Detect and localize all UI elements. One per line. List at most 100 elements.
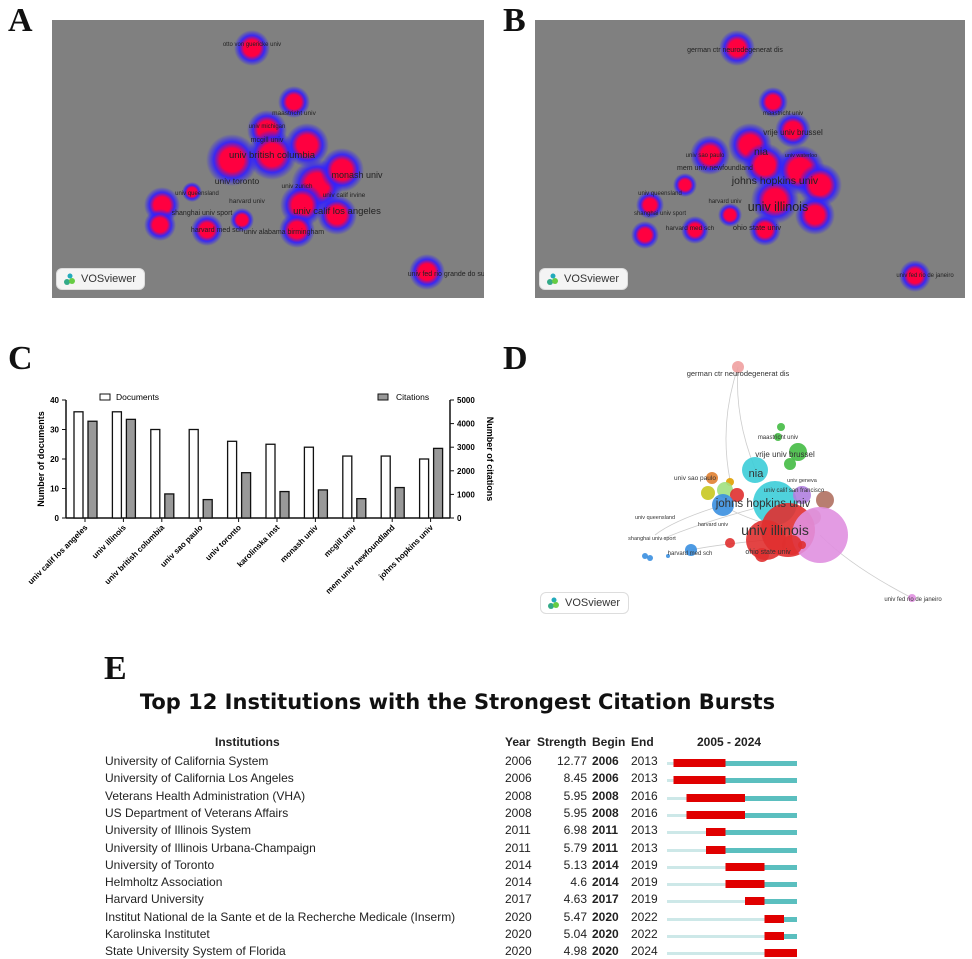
network-node	[784, 458, 796, 470]
density-blob	[673, 173, 697, 197]
density-blob	[191, 214, 223, 246]
burst-segment	[725, 862, 765, 871]
burst-segment	[764, 932, 784, 940]
begin-cell: 2014	[592, 875, 619, 890]
y-tick-label: 0	[55, 514, 60, 523]
citations-bar	[87, 420, 98, 519]
node-label: univ illinois	[748, 200, 808, 214]
citations-bar	[394, 486, 405, 519]
table-row: University of Illinois Urbana-Champaign 2…	[105, 841, 805, 858]
network-node	[755, 548, 769, 562]
year-cell: 2006	[505, 754, 532, 768]
inactive-segment	[667, 900, 745, 904]
network-node	[666, 554, 670, 558]
institution-name: University of Illinois System	[105, 823, 252, 838]
network-node	[642, 553, 648, 559]
year-cell: 2017	[505, 892, 532, 907]
citations-bar	[202, 498, 213, 519]
inactive-segment	[667, 831, 706, 835]
burst-timeline	[667, 880, 797, 889]
institution-name: Harvard University	[105, 892, 204, 907]
density-map-a: otto von guericke univ maastricht univ uni…	[52, 20, 487, 298]
node-label: univ fed rio de janeiro	[896, 273, 954, 279]
year-cell: 2020	[505, 927, 532, 941]
node-label: harvard univ	[229, 198, 266, 205]
active-segment	[706, 830, 797, 836]
burst-segment	[706, 845, 726, 854]
density-blob	[758, 87, 788, 117]
network-node	[908, 594, 916, 602]
density-blob	[247, 130, 297, 180]
node-label: univ fed rio de janeiro	[884, 597, 942, 603]
node-label: univ fed rio grande do sul	[408, 271, 484, 278]
begin-cell: 2020	[592, 909, 619, 924]
legend-documents-swatch	[99, 393, 111, 401]
begin-cell: 2011	[592, 823, 619, 838]
node-label: vrije univ brussel	[755, 450, 815, 459]
density-blob	[144, 209, 176, 241]
panel-label-e: E	[104, 650, 127, 687]
node-label: univ toronto	[215, 176, 260, 186]
network-node	[701, 486, 715, 500]
institution-name: University of California Los Angeles	[105, 771, 294, 786]
vosviewer-logo-icon	[548, 597, 559, 609]
end-cell: 2016	[631, 788, 658, 803]
network-node	[774, 433, 782, 441]
node-label: univ queensland	[635, 515, 675, 521]
inactive-segment	[667, 848, 706, 852]
panel-label-c: C	[8, 340, 33, 377]
density-map-b-canvas: german ctr neurodegenerat dis maastricht …	[631, 30, 954, 292]
inactive-segment	[667, 917, 765, 921]
density-blob	[230, 208, 254, 232]
inactive-segment	[667, 935, 765, 938]
end-cell: 2019	[631, 892, 658, 907]
begin-cell: 2017	[592, 892, 619, 907]
x-tick-label: mcgill univ	[322, 523, 358, 559]
begin-cell: 2020	[592, 927, 619, 941]
burst-segment	[686, 793, 745, 802]
x-tick-label: univ illinois	[90, 523, 128, 561]
documents-bar	[265, 443, 276, 519]
network-node	[798, 541, 806, 549]
table-row: Institut National de la Sante et de la R…	[105, 910, 805, 927]
network-node	[746, 520, 786, 560]
institution-name: University of Illinois Urbana-Champaign	[105, 840, 316, 855]
institution-name: US Department of Veterans Affairs	[105, 805, 289, 820]
network-node	[706, 472, 718, 484]
network-node	[730, 488, 744, 502]
citations-bar	[279, 490, 290, 519]
density-blob	[206, 134, 258, 186]
burst-segment	[764, 914, 784, 923]
network-node	[732, 361, 744, 373]
node-label: univ sao paulo	[686, 153, 725, 159]
header-end: End	[631, 735, 654, 749]
legend-citations-label: Citations	[396, 392, 429, 402]
node-label: univ queensland	[175, 191, 219, 197]
inactive-segment	[667, 762, 674, 765]
network-node	[712, 494, 734, 516]
begin-cell: 2006	[592, 754, 619, 768]
year-cell: 2011	[505, 823, 531, 838]
inactive-segment	[667, 813, 687, 817]
citations-bar	[125, 418, 137, 519]
density-map-b: german ctr neurodegenerat dis maastricht …	[535, 20, 965, 298]
node-label: shanghai univ sport	[172, 210, 233, 217]
documents-bar	[150, 428, 161, 519]
year-cell: 2020	[505, 944, 532, 959]
citations-bar	[356, 497, 367, 519]
header-range: 2005 - 2024	[697, 735, 762, 749]
burst-segment	[725, 880, 765, 889]
node-label: harvard med sch	[668, 551, 713, 557]
strength-cell: 5.13	[563, 857, 587, 872]
institution-name: Karolinska Institutet	[105, 927, 210, 941]
network-node	[789, 443, 807, 461]
begin-cell: 2014	[592, 857, 619, 872]
network-node	[717, 482, 733, 498]
node-label: univ calif los angeles	[293, 206, 381, 217]
node-label: mem univ newfoundland	[677, 165, 753, 172]
table-row: University of Toronto 2014 5.13 2014 2019	[105, 858, 805, 875]
burst-timeline	[667, 845, 797, 854]
burst-timeline	[667, 932, 797, 940]
vosviewer-text: VOSviewer	[565, 597, 621, 609]
